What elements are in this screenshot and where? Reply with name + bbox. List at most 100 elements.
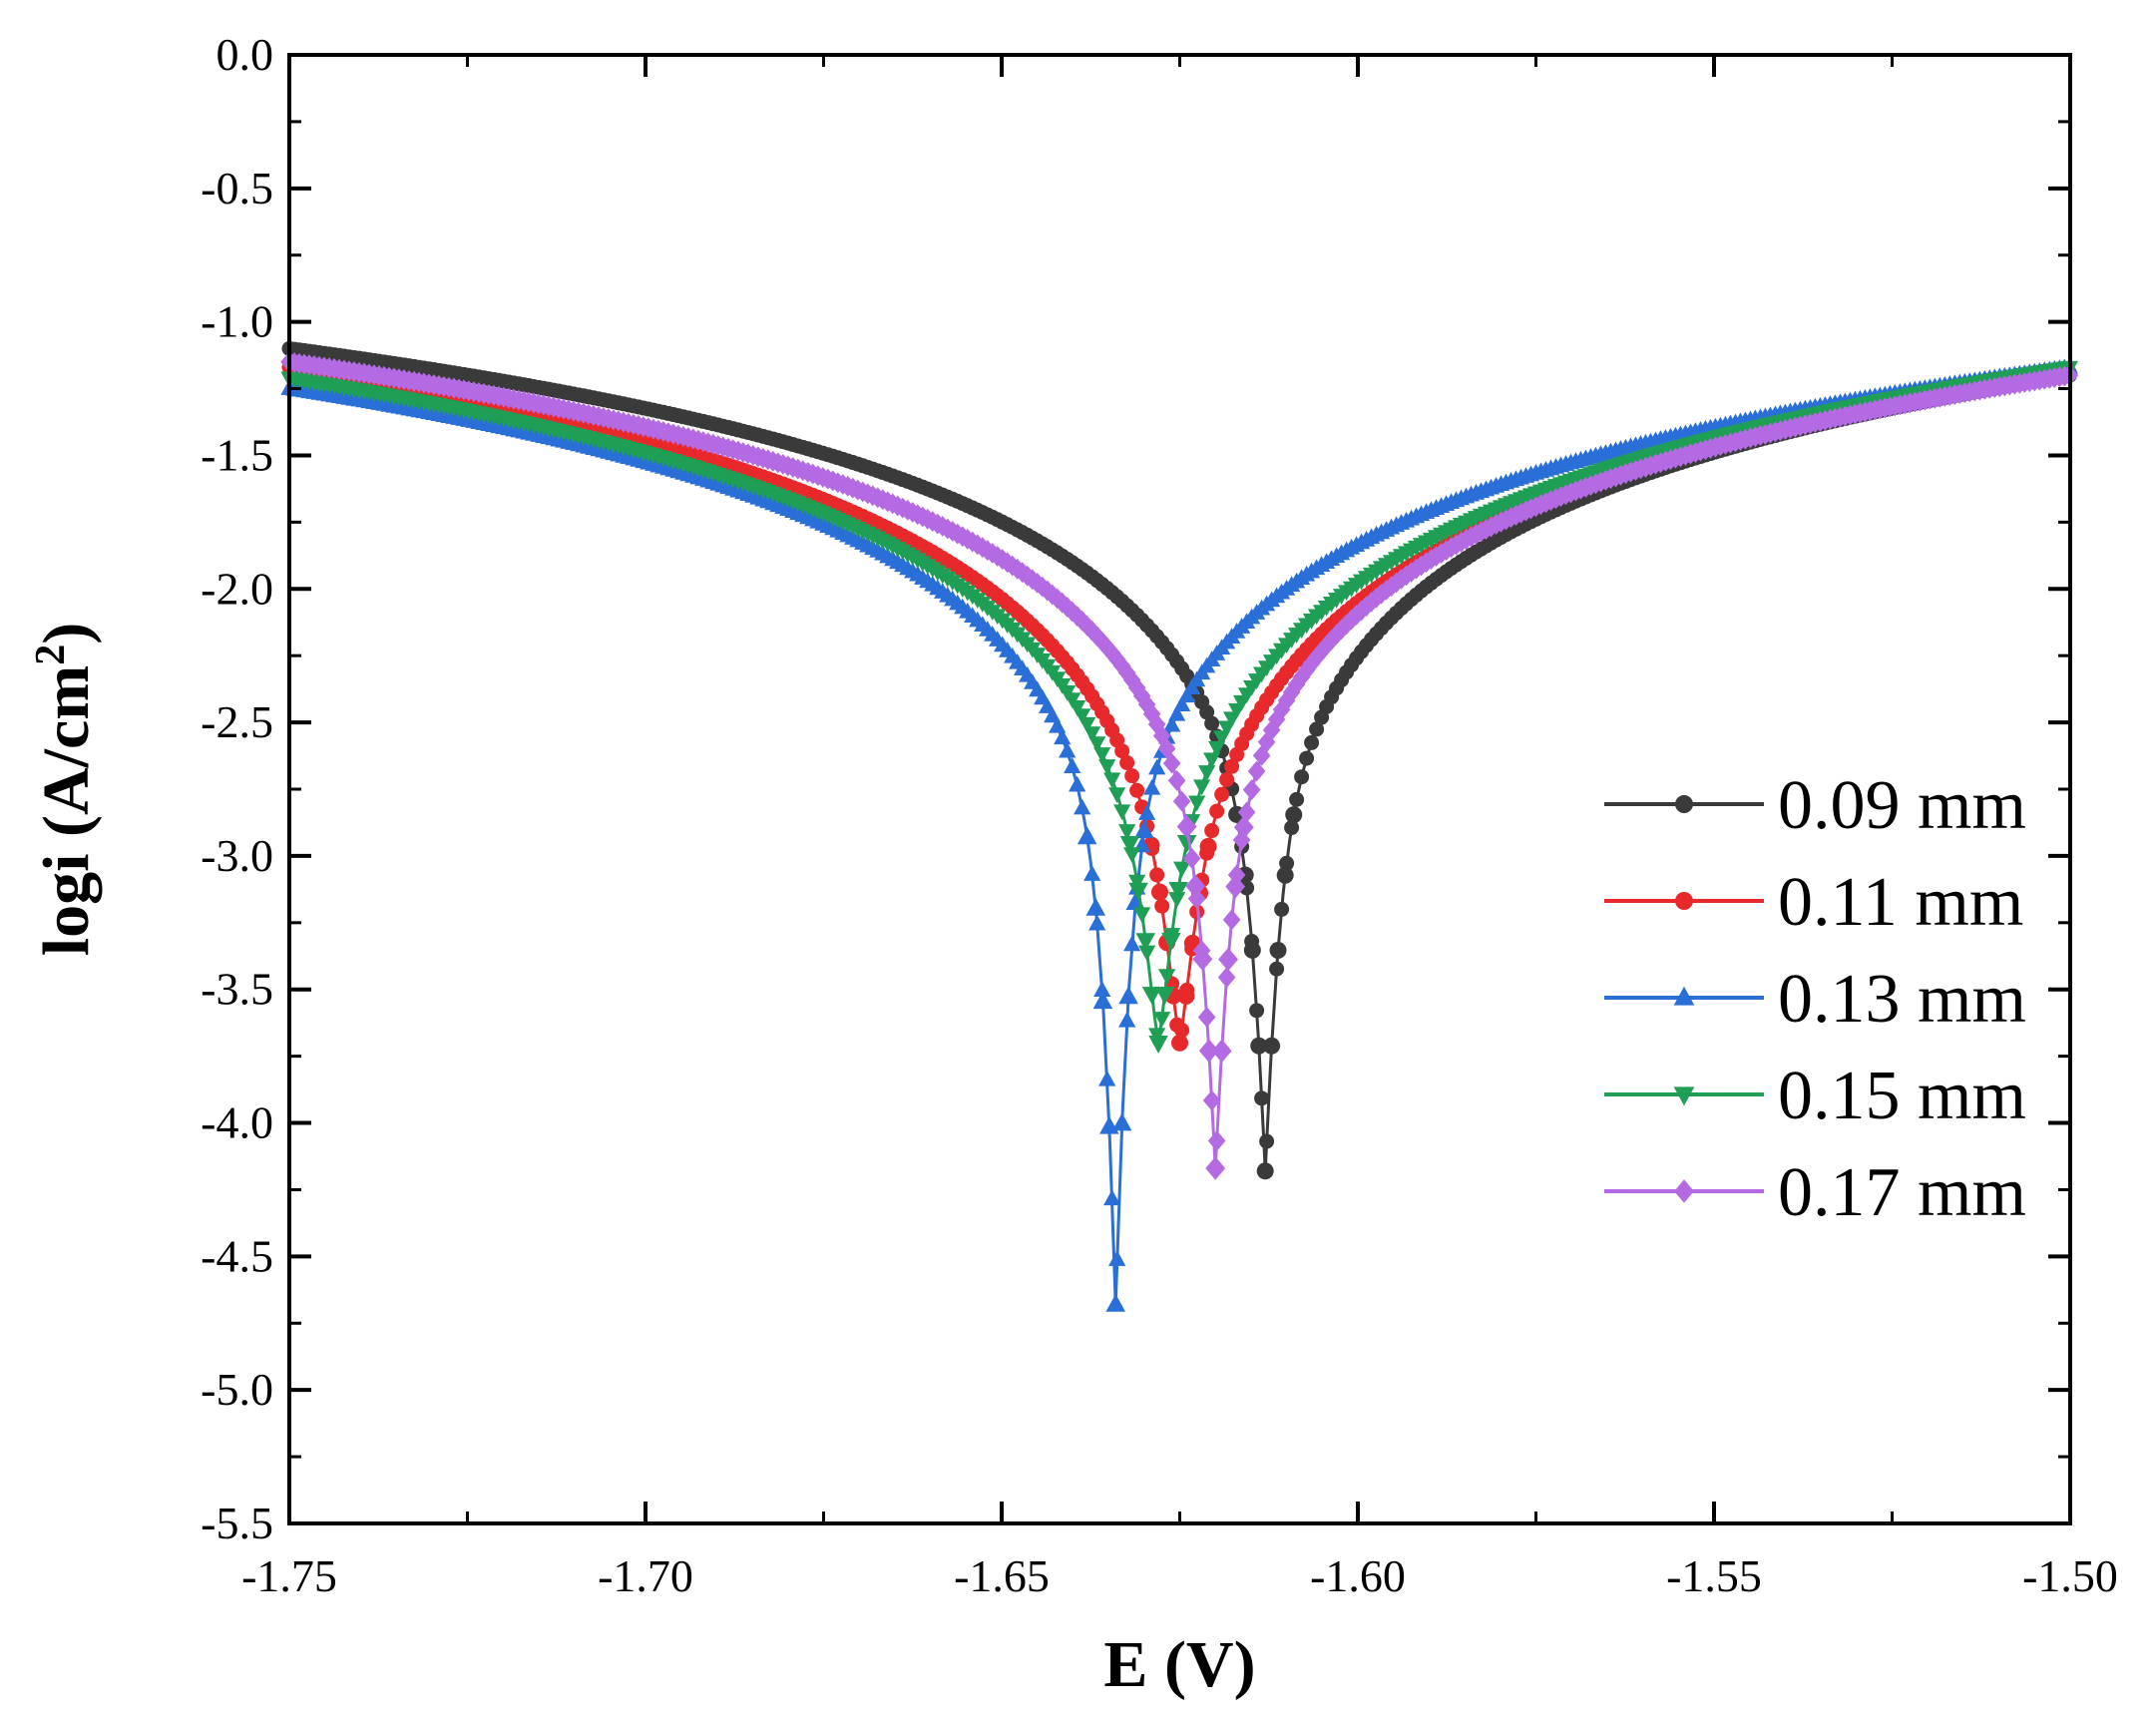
data-point [1673,986,1695,1006]
data-point [1085,897,1106,916]
data-point [1178,686,1196,703]
data-point [1141,987,1162,1006]
data-point [1149,867,1165,883]
y-tick-label: -0.5 [201,163,273,214]
y-tick-label: -4.0 [201,1097,273,1148]
data-point [1204,823,1220,839]
data-point [1176,814,1197,839]
y-axis-title-main: logi (A/cm [30,665,103,956]
data-point [1224,758,1240,774]
legend-label: 0.13 mm [1778,961,2026,1038]
y-tick-label: -1.5 [201,429,273,480]
data-point [1118,824,1136,840]
y-tick-label: 0.0 [216,29,274,80]
data-point [1133,907,1151,924]
series-009 [281,340,2077,1180]
data-point [1161,932,1181,951]
data-point [1092,991,1113,1010]
data-point [1093,747,1111,763]
data-point [1673,1086,1695,1106]
data-point [1069,700,1086,716]
data-point [1103,772,1121,789]
data-point [1173,861,1191,878]
data-point [1269,961,1285,977]
data-point [1199,704,1215,720]
data-point [1168,892,1186,908]
legend-label: 0.09 mm [1778,767,2026,844]
data-point [1148,758,1166,775]
legend-entry: 0.11 mm [1604,864,2023,941]
data-point [1309,721,1325,737]
legend-label: 0.15 mm [1778,1058,2026,1134]
data-point [1285,806,1303,824]
data-point [1154,898,1170,914]
data-point [1154,987,1175,1005]
x-tick-label: -1.50 [2022,1550,2118,1601]
data-point [1138,804,1156,820]
data-point [1108,787,1126,804]
series-layer [280,340,2079,1312]
data-point [1054,728,1072,745]
data-point [1134,820,1154,839]
data-point [1172,790,1191,812]
legend-entry: 0.09 mm [1604,767,2026,844]
data-point [1074,798,1091,815]
data-point [1098,1070,1116,1086]
data-point [1177,987,1195,1005]
data-point [1674,1179,1694,1203]
data-point [1123,935,1141,952]
data-point [1182,847,1201,869]
data-point [1158,969,1176,986]
data-point [1111,1112,1132,1131]
data-point [1151,883,1169,901]
data-point [1074,708,1091,724]
data-point [1242,779,1261,801]
y-tick-label: -2.0 [201,563,273,614]
data-point [1217,967,1236,989]
y-axis-title-superscript: 2 [28,645,74,665]
data-point [1211,1039,1232,1064]
axis-ticks [287,53,2072,1525]
y-tick-label: -5.0 [201,1364,273,1415]
data-point [1219,771,1235,787]
data-point [1197,1007,1216,1028]
series-017 [280,351,2079,1180]
data-point [1119,755,1135,771]
data-point [1143,778,1161,795]
data-point [1118,1011,1136,1028]
x-tick-label: -1.55 [1666,1550,1762,1601]
x-tick-label: -1.65 [954,1550,1050,1601]
data-point [1129,782,1145,798]
y-tick-label: -3.5 [201,964,273,1015]
data-point [1202,1089,1221,1111]
y-tick-label: -2.5 [201,696,273,747]
data-point [1098,759,1116,775]
y-tick-label: -4.5 [201,1230,273,1281]
data-point [1304,734,1320,750]
legend-entry: 0.17 mm [1604,1154,2026,1231]
data-point [1108,1250,1126,1266]
legend-entry: 0.13 mm [1604,961,2026,1038]
data-point [1199,837,1217,855]
data-point [1168,704,1186,721]
x-tick-label: -1.60 [1310,1550,1406,1601]
tick-labels: -1.75 -1.70 -1.65 -1.60 -1.55 -1.50 0.0 -0.5 -1.… [201,29,2118,1601]
data-point [1205,1156,1226,1180]
data-point [1083,726,1101,742]
data-point [1138,945,1156,962]
data-point [1193,779,1211,796]
data-point [1259,1133,1275,1149]
data-point [1162,752,1181,774]
y-tick-label: -3.0 [201,830,273,881]
data-point [1135,933,1156,952]
data-point [1233,815,1254,839]
y-tick-label: -1.0 [201,296,273,347]
data-point [1243,941,1261,959]
data-point [1675,795,1693,813]
data-point [1204,715,1220,731]
data-point [1222,909,1241,931]
data-point [1103,1189,1121,1206]
data-point [1171,1034,1188,1052]
data-point [1237,801,1256,823]
